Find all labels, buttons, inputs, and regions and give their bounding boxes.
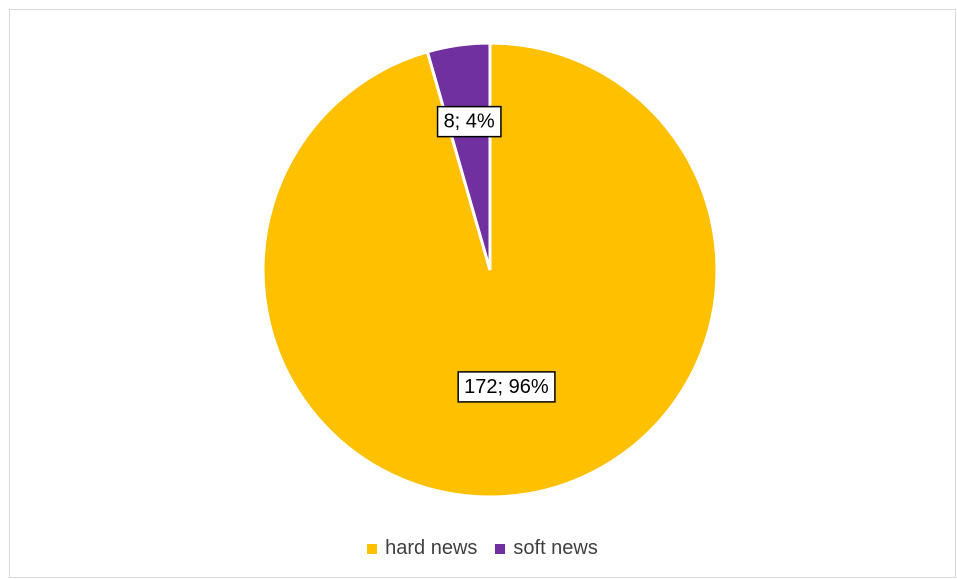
legend-label-hard-news: hard news	[385, 537, 478, 559]
data-label-box	[457, 371, 556, 403]
data-label-hard-news: 172; 96%	[457, 371, 556, 403]
pie-slices	[261, 41, 719, 499]
legend: hard news soft news	[10, 537, 955, 560]
pie-slice-soft-news	[425, 41, 492, 271]
legend-item-hard-news: hard news	[367, 537, 477, 560]
data-label-text: 8; 4%	[444, 111, 495, 133]
chart-area: 172; 96% 8; 4% hard news soft news	[9, 9, 956, 578]
data-label-soft-news: 8; 4%	[436, 105, 502, 138]
legend-swatch-hard-news	[367, 543, 378, 554]
legend-swatch-soft-news	[495, 543, 506, 554]
legend-label-soft-news: soft news	[513, 537, 598, 559]
data-label-box	[436, 105, 502, 138]
pie-chart: 172; 96% 8; 4%	[261, 41, 719, 499]
legend-item-soft-news: soft news	[495, 537, 598, 560]
pie-data-labels: 172; 96% 8; 4%	[436, 105, 556, 403]
data-label-text: 172; 96%	[464, 376, 549, 398]
